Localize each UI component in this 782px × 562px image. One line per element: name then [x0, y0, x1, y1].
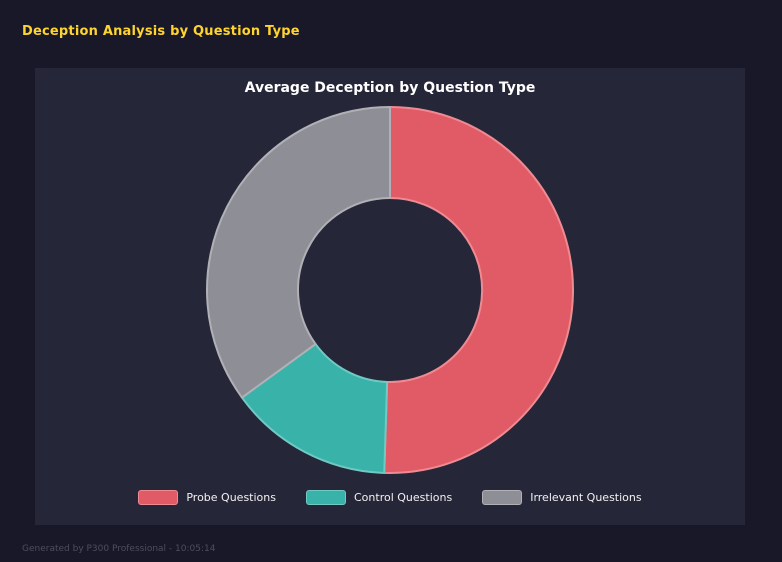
- page-title: Deception Analysis by Question Type: [22, 24, 300, 39]
- legend-label-irrelevant: Irrelevant Questions: [530, 491, 642, 504]
- donut-chart: [206, 106, 574, 474]
- chart-title: Average Deception by Question Type: [244, 80, 536, 96]
- legend-item-irrelevant: Irrelevant Questions: [482, 490, 642, 505]
- legend-swatch-control: [306, 490, 346, 505]
- legend-label-control: Control Questions: [354, 491, 453, 504]
- donut-segment-0: [383, 106, 574, 474]
- legend-item-probe: Probe Questions: [138, 490, 276, 505]
- donut-segment-2: [206, 106, 391, 399]
- footer-text: Generated by P300 Professional - 10:05:1…: [22, 544, 216, 554]
- chart-legend: Probe Questions Control Questions Irrele…: [35, 490, 745, 505]
- legend-swatch-probe: [138, 490, 179, 505]
- legend-item-control: Control Questions: [306, 490, 452, 505]
- chart-card: Average Deception by Question Type Probe…: [35, 68, 745, 525]
- legend-swatch-irrelevant: [482, 490, 523, 505]
- legend-label-probe: Probe Questions: [186, 491, 276, 504]
